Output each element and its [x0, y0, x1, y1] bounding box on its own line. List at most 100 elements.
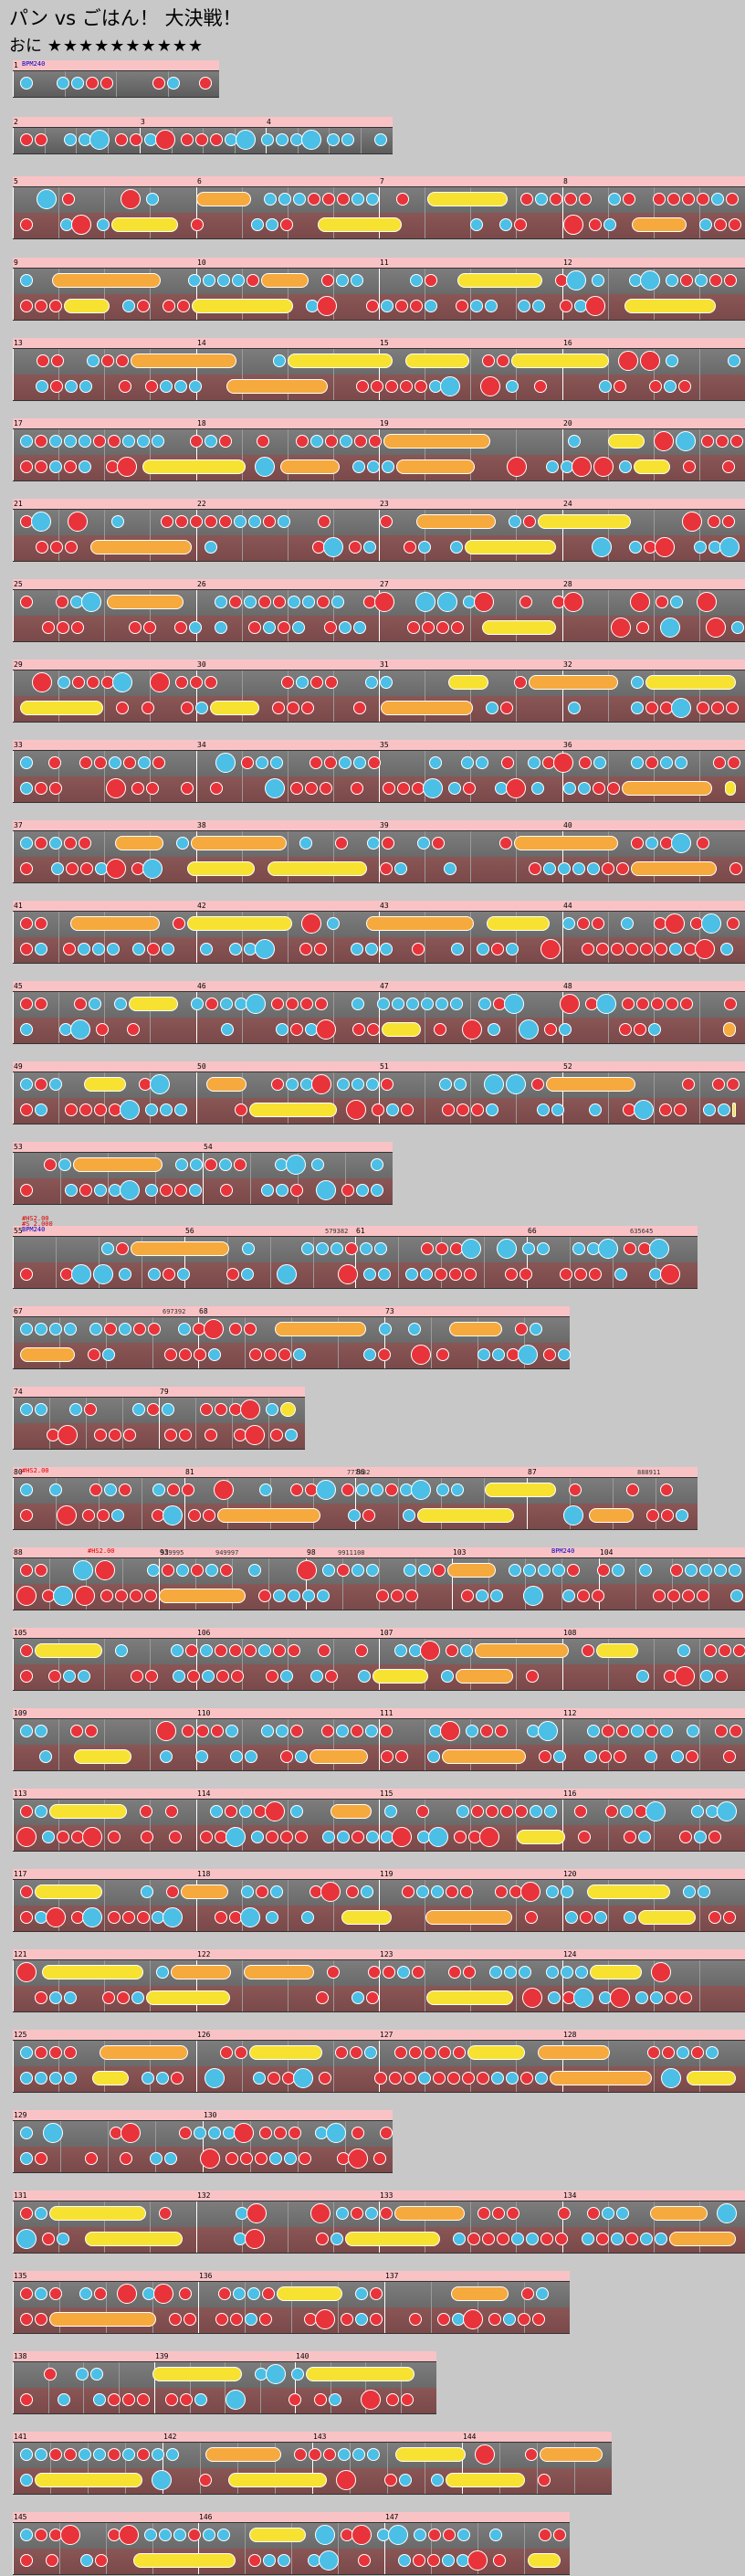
ka-note [31, 512, 51, 532]
ka-note [671, 1750, 684, 1763]
ka-note [594, 1911, 607, 1924]
beat-line [699, 1960, 700, 2011]
ka-note [685, 1564, 698, 1577]
don-note [389, 2072, 402, 2085]
beat-line [58, 912, 59, 963]
ka-note [411, 1480, 431, 1500]
measure-number: 9 [14, 259, 18, 267]
ka-note [159, 2528, 172, 2541]
chart-row: 138 139 140 [13, 2351, 436, 2415]
ka-note [263, 621, 276, 634]
beat-line [608, 1800, 609, 1851]
measure-number: 111 [380, 1709, 393, 1717]
don-note [592, 1589, 604, 1602]
don-note [177, 300, 190, 312]
measure-line [379, 429, 380, 480]
beat-line [104, 1800, 105, 1851]
don-note [121, 189, 141, 209]
measure-number: 121 [14, 1950, 27, 1958]
drumroll-note [49, 1804, 127, 1819]
don-note [317, 296, 337, 316]
don-note [695, 939, 715, 959]
don-note [281, 676, 294, 689]
ka-note [205, 2068, 225, 2088]
don-note [120, 2152, 132, 2165]
don-note [434, 1023, 446, 1036]
don-note [520, 2072, 533, 2085]
don-note [373, 2152, 386, 2165]
don-note [270, 1429, 283, 1441]
measure-number: 28 [563, 580, 572, 588]
beat-line [525, 1558, 526, 1610]
ka-note [269, 2152, 282, 2165]
ka-note [311, 1158, 324, 1171]
beat-line [477, 2523, 478, 2574]
ka-note [535, 193, 548, 206]
measure-line [184, 1237, 185, 1288]
beat-line [516, 1960, 517, 2011]
drumroll-note [49, 2206, 146, 2221]
don-note [456, 1103, 469, 1116]
ka-note [331, 1242, 343, 1255]
don-note [20, 133, 33, 146]
don-note [247, 274, 259, 287]
measure-number: 41 [14, 902, 23, 910]
measure-line [379, 1719, 380, 1770]
beat-line [104, 1639, 105, 1690]
don-note [179, 2287, 192, 2300]
bpm-marker: BPM240 [22, 60, 46, 68]
ka-note [290, 1805, 303, 1818]
measure-number: 140 [296, 2352, 310, 2360]
don-note [290, 1023, 303, 1036]
don-note [240, 1399, 260, 1420]
ka-note [365, 676, 378, 689]
measure-number: 67 [14, 1307, 23, 1315]
drumroll-note [115, 836, 163, 850]
beat-line [470, 831, 471, 882]
don-note [412, 943, 425, 955]
don-note [265, 1801, 285, 1821]
don-note [200, 1831, 213, 1843]
ka-note [58, 1158, 71, 1171]
don-note [539, 2528, 551, 2541]
don-note [526, 1670, 539, 1683]
don-note [42, 621, 55, 634]
ka-note [352, 193, 364, 206]
ka-note [364, 2046, 377, 2059]
measure-line [379, 1960, 380, 2011]
don-note [64, 837, 77, 850]
don-note [20, 596, 33, 608]
speed-marker: #HS2.00 [22, 1215, 49, 1222]
don-note [724, 998, 737, 1010]
measure-line [13, 2121, 14, 2172]
measure-line [13, 2201, 14, 2253]
don-note [119, 1483, 131, 1496]
don-note [115, 1589, 128, 1602]
measure-line [198, 1317, 199, 1368]
measure-highlight [13, 60, 219, 70]
beat-line [470, 1880, 471, 1931]
measure-line [562, 187, 563, 238]
don-note [20, 1268, 33, 1281]
beat-line [104, 1960, 105, 2011]
drumroll-note [210, 701, 259, 715]
beat-line [333, 992, 334, 1043]
ka-note [406, 998, 419, 1010]
don-note [318, 515, 331, 528]
beat-line [608, 1639, 609, 1690]
don-note [507, 2207, 519, 2220]
don-note [123, 1429, 136, 1441]
don-note [147, 943, 160, 955]
measure-line [159, 1398, 160, 1449]
beat-line [288, 1960, 289, 2011]
don-note [301, 913, 321, 934]
don-note [20, 1509, 33, 1522]
drumroll-note [467, 2045, 525, 2060]
beat-line [49, 1398, 50, 1449]
ka-note [720, 943, 733, 955]
don-note [492, 2207, 505, 2220]
beat-line [242, 1639, 243, 1690]
ka-note [266, 2364, 286, 2384]
ka-note [418, 1564, 431, 1577]
beat-line [58, 590, 59, 641]
